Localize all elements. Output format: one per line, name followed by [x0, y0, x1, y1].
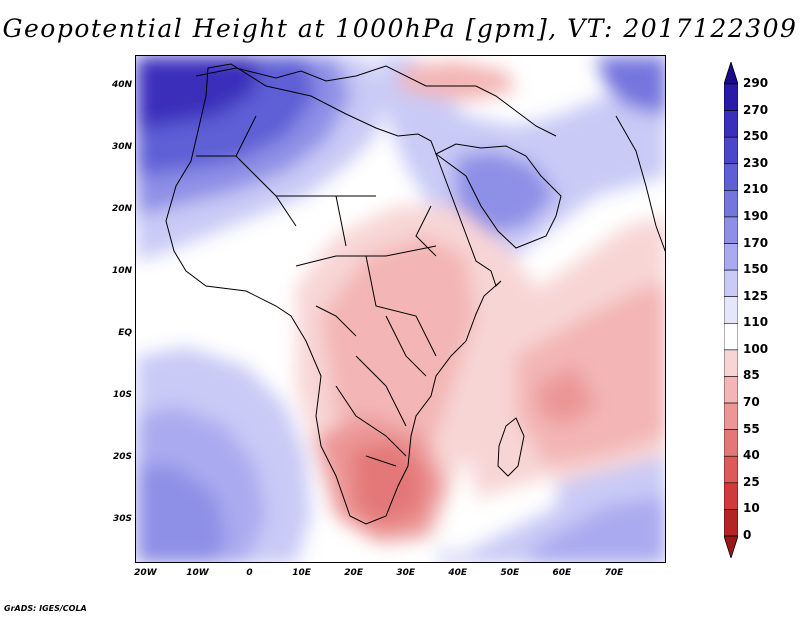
colorbar-swatch: [724, 110, 738, 138]
colorbar-swatch: [724, 429, 738, 457]
map-plot-area: [135, 55, 666, 563]
height-field-map: [136, 56, 665, 562]
y-tick-label: EQ: [118, 327, 132, 338]
colorbar-swatch: [724, 376, 738, 404]
x-tick-label: 50E: [500, 568, 520, 578]
y-tick-label: 40N: [111, 79, 132, 90]
colorbar-level-label: 70: [743, 395, 760, 410]
shaded-field: [136, 56, 665, 562]
y-tick-label: 30S: [112, 513, 132, 524]
colorbar-level-label: 210: [743, 182, 769, 197]
x-tick-label: 60E: [552, 568, 572, 578]
colorbar-swatch: [724, 296, 738, 324]
x-tick-label: 70E: [604, 568, 624, 578]
colorbar-level-label: 150: [743, 262, 769, 277]
colorbar-top-arrow: [724, 62, 738, 85]
colorbar-swatch: [724, 322, 738, 351]
colorbar-level-label: 250: [743, 129, 769, 144]
colorbar-level-label: 10: [743, 501, 760, 516]
colorbar-swatch: [724, 455, 738, 484]
colorbar-bottom-arrow: [724, 535, 738, 558]
coastlines: [165, 63, 665, 525]
colorbar-level-label: 230: [743, 155, 769, 170]
grads-credit: GrADS: IGES/COLA: [4, 604, 87, 613]
chart-title: Geopotential Height at 1000hPa [gpm], VT…: [2, 14, 798, 43]
colorbar-level-label: 0: [743, 528, 752, 542]
colorbar-swatch: [724, 482, 738, 510]
colorbar: [724, 62, 738, 558]
colorbar-level-label: 125: [743, 288, 769, 303]
colorbar-level-label: 170: [743, 235, 769, 250]
colorbar-swatch: [724, 190, 738, 218]
y-tick-label: 20S: [112, 451, 132, 462]
colorbar-swatch: [724, 163, 738, 191]
colorbar-level-label: 100: [743, 341, 769, 356]
y-tick-label: 30N: [111, 141, 132, 152]
colorbar-level-label: 40: [743, 448, 760, 463]
x-tick-label: 40E: [448, 568, 468, 578]
x-tick-label: 10W: [186, 568, 209, 578]
colorbar-swatch: [724, 83, 738, 111]
colorbar-swatch: [724, 349, 738, 377]
colorbar-level-label: 290: [743, 76, 769, 90]
colorbar-swatch: [724, 509, 738, 537]
y-tick-label: 10S: [112, 389, 132, 400]
colorbar-level-label: 55: [743, 421, 760, 436]
y-tick-label: 20N: [111, 203, 132, 214]
colorbar-level-label: 270: [743, 102, 769, 117]
colorbar-level-label: 110: [743, 315, 769, 330]
colorbar-level-label: 25: [743, 474, 760, 489]
colorbar-swatch: [724, 269, 738, 298]
y-tick-label: 10N: [111, 265, 132, 276]
x-tick-label: 0: [246, 568, 253, 578]
x-tick-label: 20E: [344, 568, 363, 578]
x-tick-label: 30E: [396, 568, 416, 578]
x-tick-label: 10E: [292, 568, 311, 578]
colorbar-swatch: [724, 402, 738, 430]
colorbar-level-label: 85: [743, 368, 760, 383]
x-tick-label: 20W: [134, 568, 157, 578]
colorbar-swatch: [724, 243, 738, 271]
colorbar-swatch: [724, 136, 738, 165]
colorbar-level-label: 190: [743, 208, 769, 223]
colorbar-swatch: [724, 216, 738, 244]
